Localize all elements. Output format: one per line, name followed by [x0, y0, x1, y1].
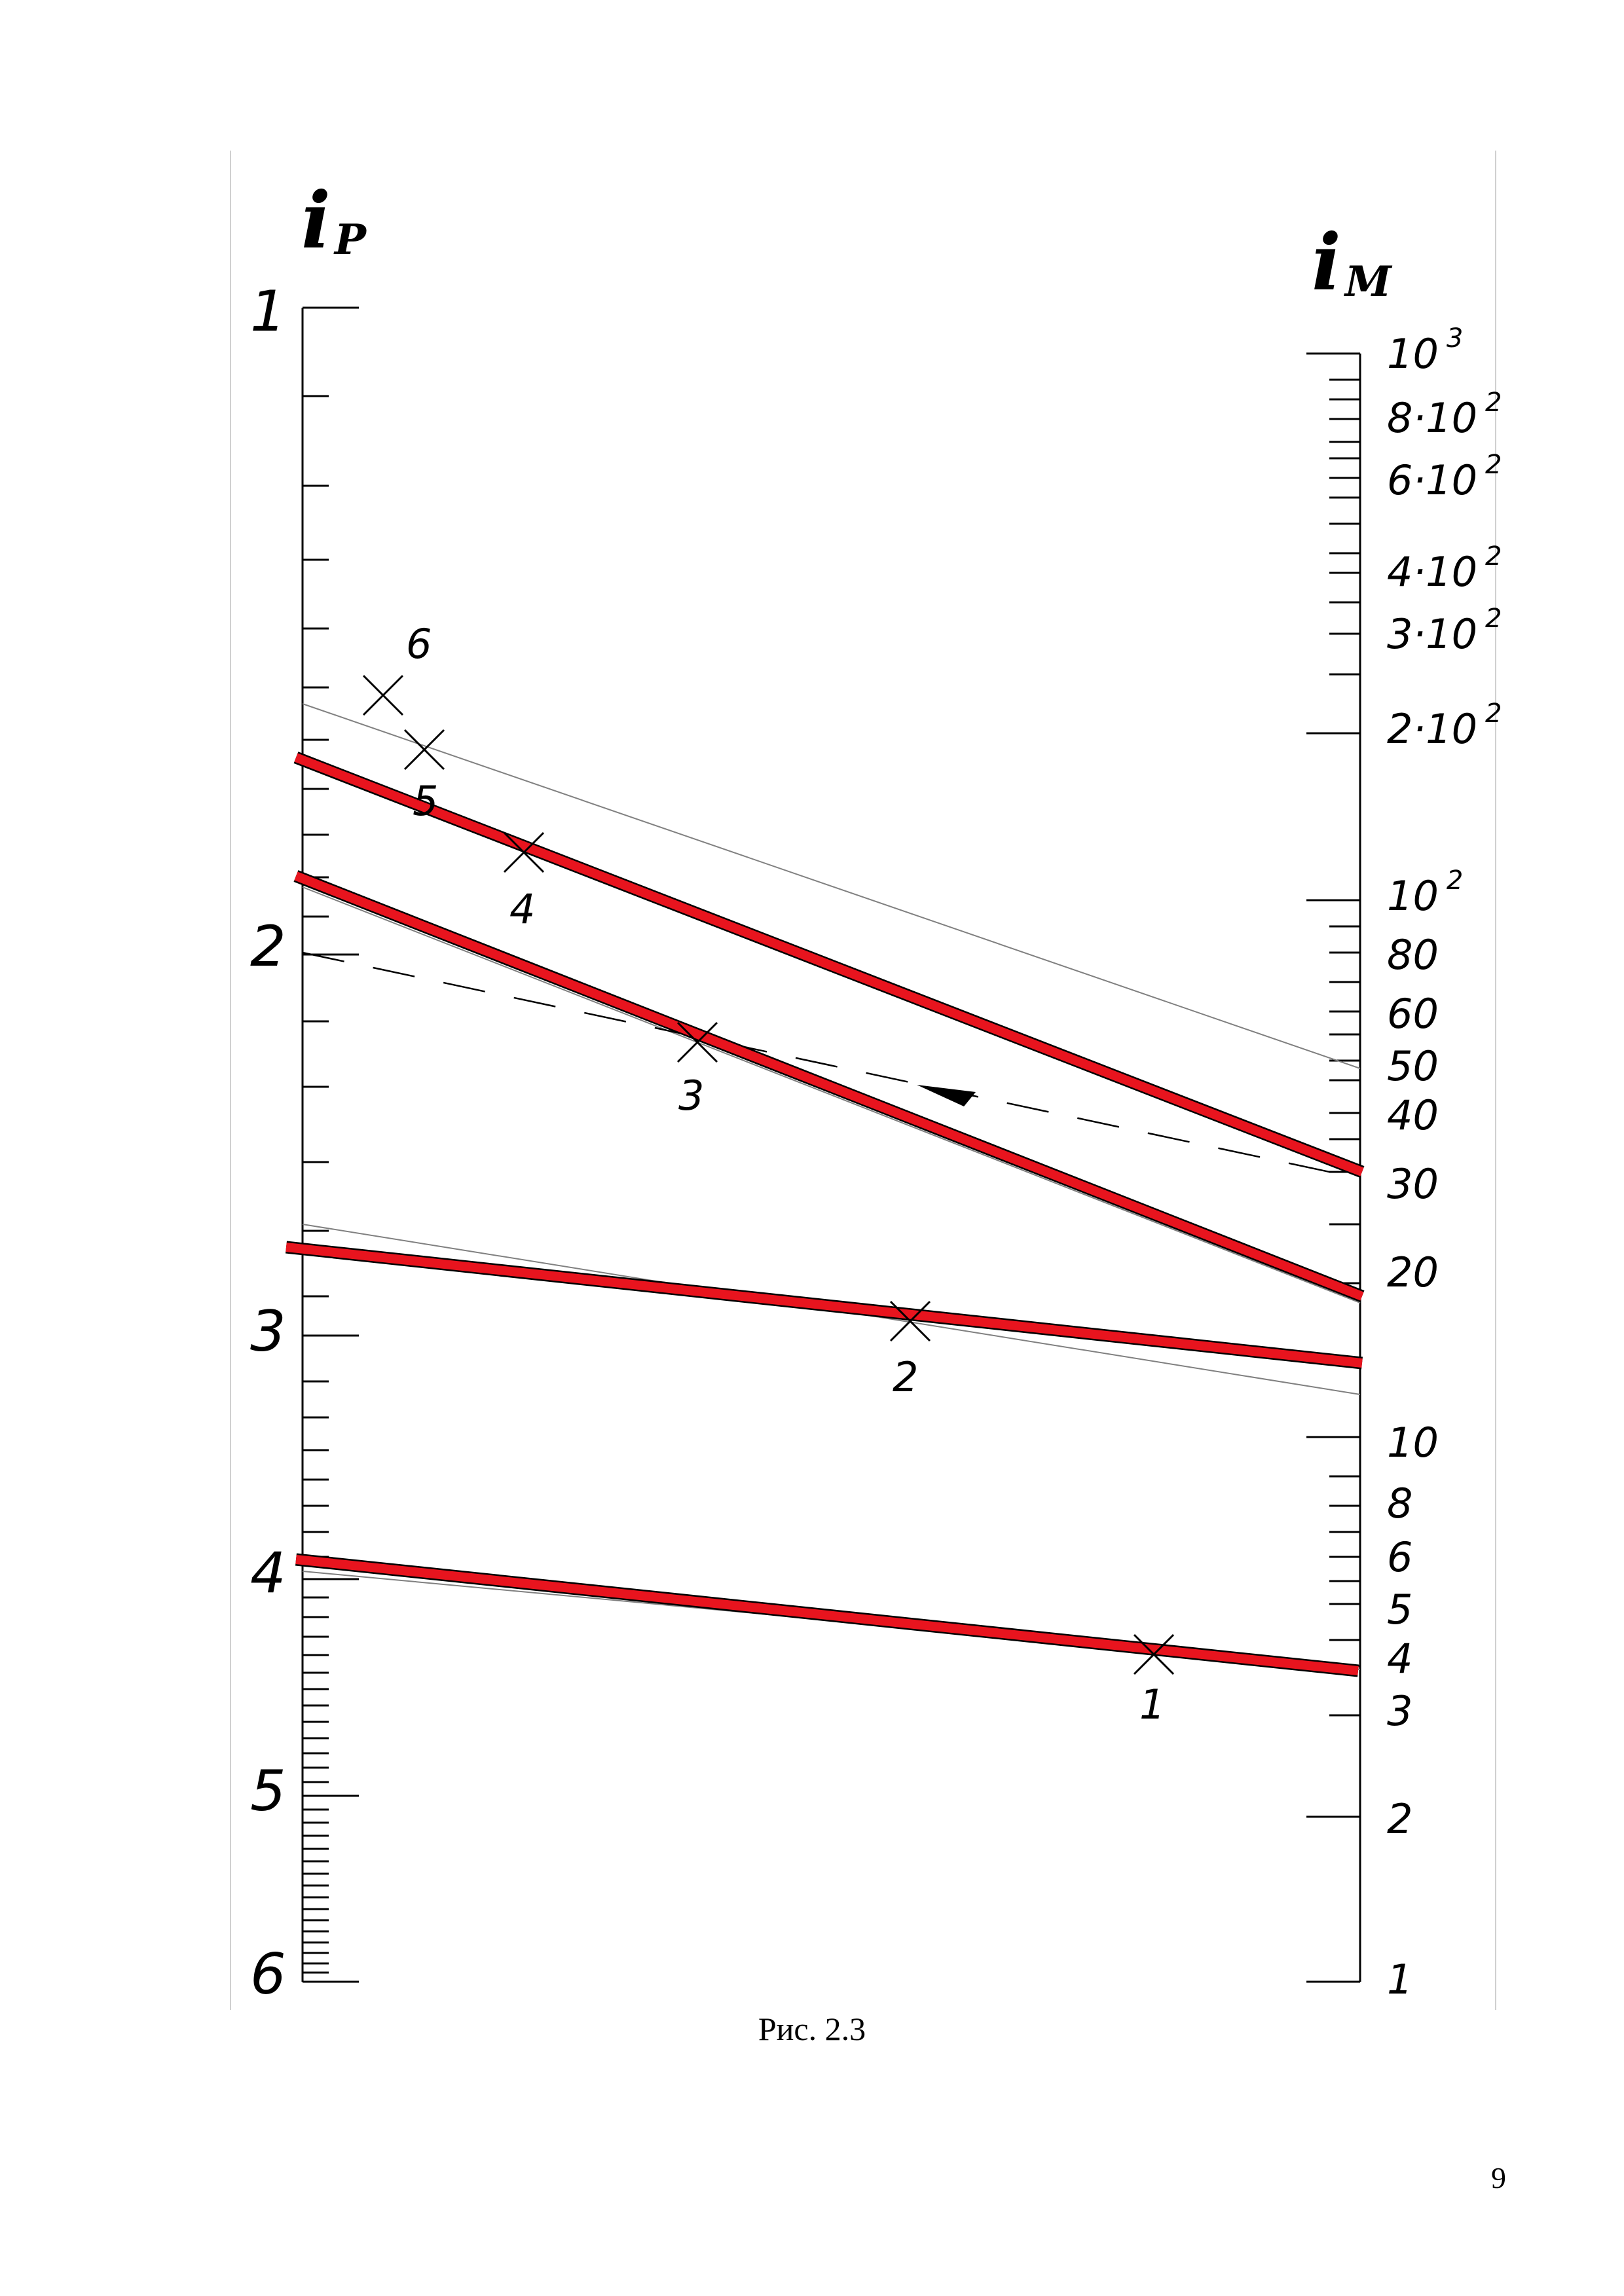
result-lines: [285, 752, 1365, 1677]
point-marker-5: 5: [403, 729, 445, 825]
direction-arrow: [917, 1085, 976, 1106]
point-marker-6: 6: [362, 620, 432, 716]
right-scale-label: 30: [1387, 1160, 1439, 1208]
right-scale-label: 60: [1387, 990, 1439, 1038]
red-line-4: [295, 1555, 1359, 1675]
cross-mark: [503, 831, 545, 873]
right-scale-label: 10 2: [1387, 866, 1463, 920]
cross-mark: [403, 729, 445, 771]
right-scale-label: 4·10 2: [1387, 541, 1502, 596]
point-marker-4: 4: [503, 831, 545, 933]
right-scale-label: 3·10 2: [1387, 604, 1502, 658]
right-scale-label: 50: [1387, 1042, 1439, 1090]
red-line-2: [294, 871, 1364, 1301]
page-number: 9: [1491, 2161, 1506, 2195]
point-marker-1: 1: [1133, 1633, 1175, 1728]
right-scale-label: 1: [1387, 1956, 1412, 2003]
point-label: 5: [413, 777, 438, 825]
right-scale-labels: 10 38·10 26·10 24·10 23·10 22·10 210 2806050403…: [1387, 323, 1502, 2003]
right-scale-label: 5: [1387, 1586, 1412, 1633]
cross-mark: [889, 1300, 931, 1342]
cross-mark: [676, 1021, 718, 1063]
red-line-3: [286, 1243, 1363, 1368]
point-marker-2: 2: [889, 1300, 931, 1401]
right-scale-label: 3: [1387, 1687, 1412, 1735]
figure-caption: Рис. 2.3: [758, 2011, 866, 2047]
right-scale-label: 8: [1387, 1480, 1412, 1527]
left-axis-title: iP: [301, 175, 367, 266]
cross-mark: [1133, 1633, 1175, 1675]
right-scale-label: 6: [1387, 1533, 1412, 1581]
right-scale-label: 2·10 2: [1387, 699, 1502, 753]
cross-mark: [362, 674, 404, 716]
point-label: 2: [893, 1353, 918, 1401]
right-axis-title: iM: [1312, 217, 1393, 308]
right-scale-label: 8·10 2: [1387, 388, 1502, 442]
right-scale-label: 4: [1387, 1635, 1412, 1683]
point-markers: 1 2 3 4 5 6: [362, 620, 1175, 1728]
right-scale-label: 20: [1387, 1248, 1439, 1296]
right-scale-label: 10: [1387, 1419, 1439, 1467]
thin-line-a: [302, 703, 1361, 1069]
left-scale-label: 5: [250, 1758, 286, 1824]
left-scale-labels: 1 2 3 4 5 6: [250, 279, 286, 2007]
point-marker-3: 3: [676, 1021, 718, 1120]
right-scale-label: 10 3: [1387, 323, 1463, 378]
red-line-1: [294, 753, 1364, 1176]
right-scale-label: 2: [1387, 1795, 1412, 1843]
left-scale-label: 1: [250, 279, 286, 344]
point-label: 4: [509, 885, 535, 933]
left-scale-label: 6: [250, 1942, 286, 2007]
point-label: 6: [406, 620, 432, 668]
thin-reference-lines: [302, 703, 1361, 1670]
right-scale-label: 40: [1387, 1091, 1439, 1139]
left-scale-label: 2: [250, 914, 286, 979]
left-scale-label: 3: [250, 1299, 286, 1364]
left-scale-label: 4: [250, 1540, 286, 1606]
point-label: 3: [678, 1072, 704, 1120]
thin-line-b: [302, 886, 1361, 1303]
point-label: 1: [1139, 1681, 1165, 1728]
right-scale-label: 80: [1387, 931, 1439, 979]
left-scale-ticks: [303, 306, 359, 1983]
right-scale-label: 6·10 2: [1387, 450, 1502, 504]
dashed-construction-line: [302, 951, 1361, 1180]
dashed-line: [302, 951, 1361, 1180]
